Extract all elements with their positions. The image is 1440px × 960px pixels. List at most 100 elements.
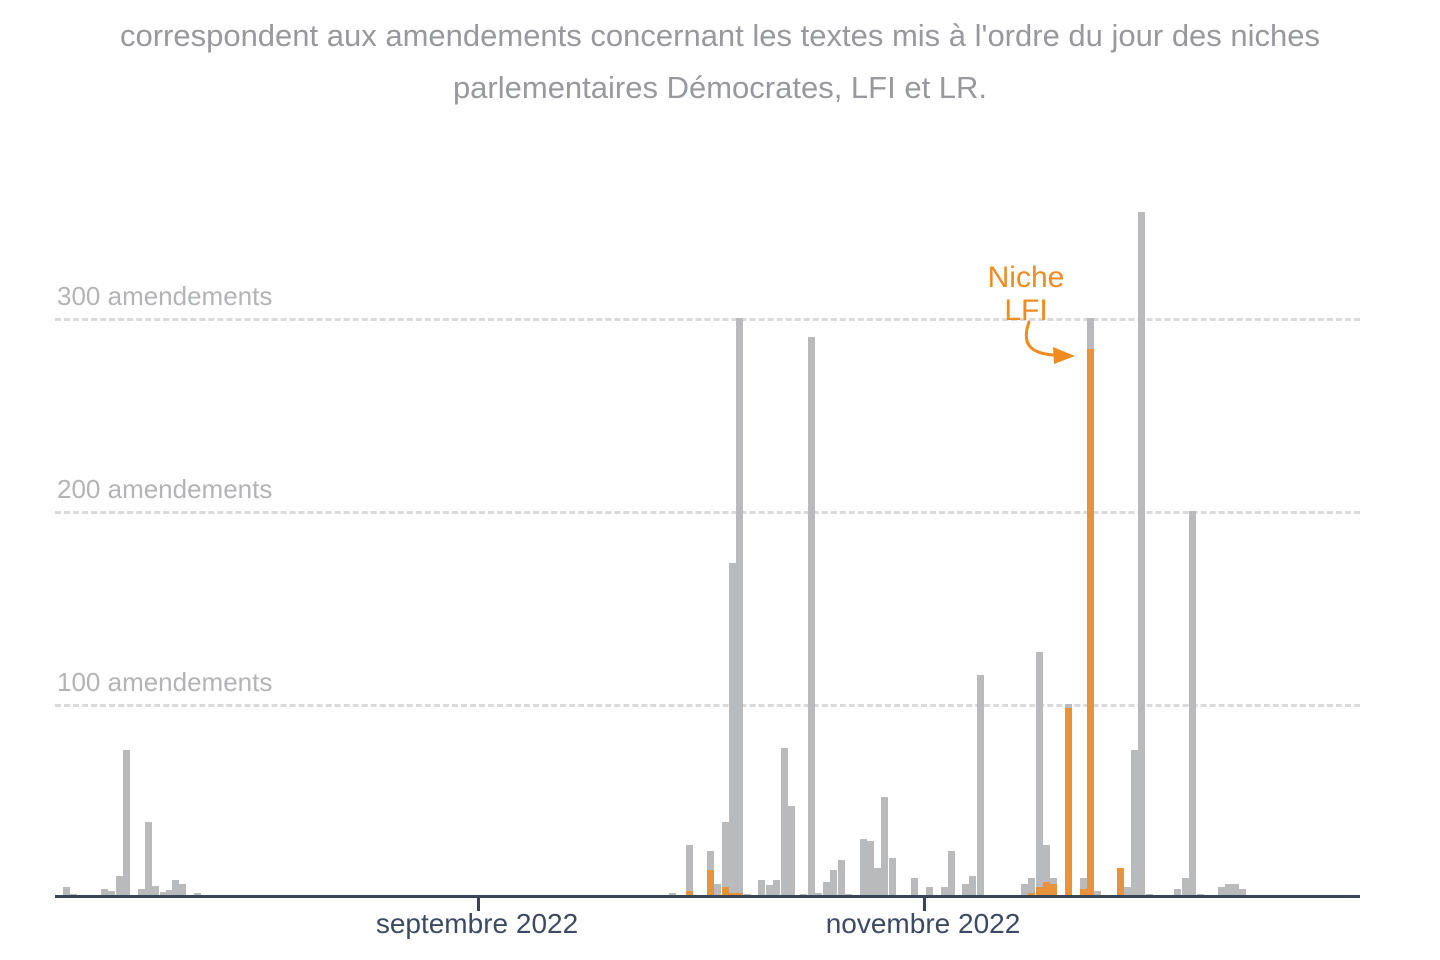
bar <box>63 887 70 897</box>
annotation-curved-arrow-icon <box>1024 320 1075 364</box>
bar <box>1094 891 1101 897</box>
bar-segment-gray <box>101 889 108 897</box>
bar-segment-gray <box>1239 889 1246 897</box>
bar-segment-gray <box>1094 891 1101 897</box>
bar <box>941 887 948 897</box>
bar-segment-gray <box>911 877 918 897</box>
bar-segment-gray <box>1131 750 1138 897</box>
bar-segment-gray <box>860 839 867 897</box>
bar <box>1239 889 1246 897</box>
bar-segment-gray <box>830 869 837 897</box>
bar-segment-orange <box>1087 348 1094 897</box>
bar <box>179 884 186 897</box>
bar <box>123 750 130 897</box>
bar-segment-gray <box>781 748 788 897</box>
bar-segment-gray <box>179 884 186 897</box>
bar <box>860 839 867 897</box>
bar <box>867 841 874 897</box>
bar <box>714 883 721 897</box>
bar <box>1021 883 1028 897</box>
bar-segment-gray <box>1182 877 1189 897</box>
bar-segment-orange <box>1080 889 1087 897</box>
bar-segment-gray <box>766 885 773 897</box>
bar <box>145 821 152 897</box>
bar <box>722 821 729 897</box>
bar-segment-gray <box>145 821 152 897</box>
bar <box>172 879 179 897</box>
bar-segment-orange <box>707 869 714 897</box>
bar-segment-gray <box>823 881 830 897</box>
x-axis-tick-label: septembre 2022 <box>375 908 579 939</box>
bar <box>1138 211 1145 897</box>
bar <box>962 883 969 897</box>
bar <box>152 886 159 897</box>
bar-segment-gray <box>1232 883 1239 897</box>
bar <box>1087 318 1094 897</box>
bar-segment-gray <box>160 892 167 897</box>
bar-segment-gray <box>881 796 888 897</box>
bar <box>686 844 693 897</box>
bar-segment-gray <box>1087 318 1094 349</box>
bar <box>736 318 743 897</box>
bar-segment-gray <box>941 887 948 897</box>
bar-segment-gray <box>977 675 984 897</box>
bar <box>808 337 815 897</box>
bar <box>926 887 933 897</box>
bar <box>1232 883 1239 897</box>
bar-segment-orange <box>1065 707 1072 897</box>
bar-segment-gray <box>838 860 845 897</box>
bar-segment-gray <box>116 875 123 897</box>
bar <box>773 879 780 897</box>
bar-segment-gray <box>1138 211 1145 897</box>
bar <box>108 891 115 897</box>
bar-segment-gray <box>1080 877 1087 890</box>
bar <box>874 868 881 897</box>
gridline-100 <box>55 704 1360 707</box>
bar-segment-gray <box>1124 887 1131 897</box>
bar <box>1043 844 1050 897</box>
bar <box>1182 877 1189 897</box>
bar <box>1117 868 1124 897</box>
bar-segment-gray <box>962 883 969 897</box>
x-axis-tick <box>923 898 926 911</box>
bar-segment-gray <box>1028 877 1035 894</box>
bar-segment-gray <box>969 875 976 897</box>
bar-segment-gray <box>1174 889 1181 897</box>
bar-segment-gray <box>1189 511 1196 897</box>
bar-segment-gray <box>722 821 729 888</box>
bar <box>766 885 773 897</box>
bar-segment-gray <box>808 337 815 897</box>
bar-segment-gray <box>1036 651 1043 888</box>
bar-segment-gray <box>1050 877 1057 884</box>
bar <box>911 877 918 897</box>
bar <box>101 889 108 897</box>
bar <box>781 748 788 897</box>
bar-segment-gray <box>874 868 881 897</box>
y-axis-label-100: 100 amendements <box>57 667 273 697</box>
bar-segment-gray <box>948 850 955 897</box>
bar <box>1174 889 1181 897</box>
bar <box>881 796 888 897</box>
bar-segment-gray <box>138 889 145 897</box>
bar <box>969 875 976 897</box>
bar-segment-gray <box>867 841 874 897</box>
bar-segment-gray <box>1225 883 1232 897</box>
annotation-line-1: Niche <box>987 261 1065 294</box>
bar-segment-gray <box>1021 883 1028 897</box>
bar <box>788 806 795 897</box>
bar <box>1065 704 1072 897</box>
gridline-200 <box>55 511 1360 514</box>
bar <box>1080 877 1087 897</box>
bar-segment-gray <box>166 890 173 897</box>
bar <box>1131 750 1138 897</box>
bar-segment-gray <box>172 879 179 897</box>
x-axis-tick <box>477 898 480 911</box>
bar-segment-gray <box>63 887 70 897</box>
bar-segment-gray <box>123 750 130 897</box>
bar <box>977 675 984 897</box>
bar-segment-orange <box>1050 883 1057 897</box>
bar <box>166 890 173 897</box>
bar <box>823 881 830 897</box>
bar-segment-orange <box>1036 887 1043 897</box>
bar-segment-gray <box>758 879 765 897</box>
